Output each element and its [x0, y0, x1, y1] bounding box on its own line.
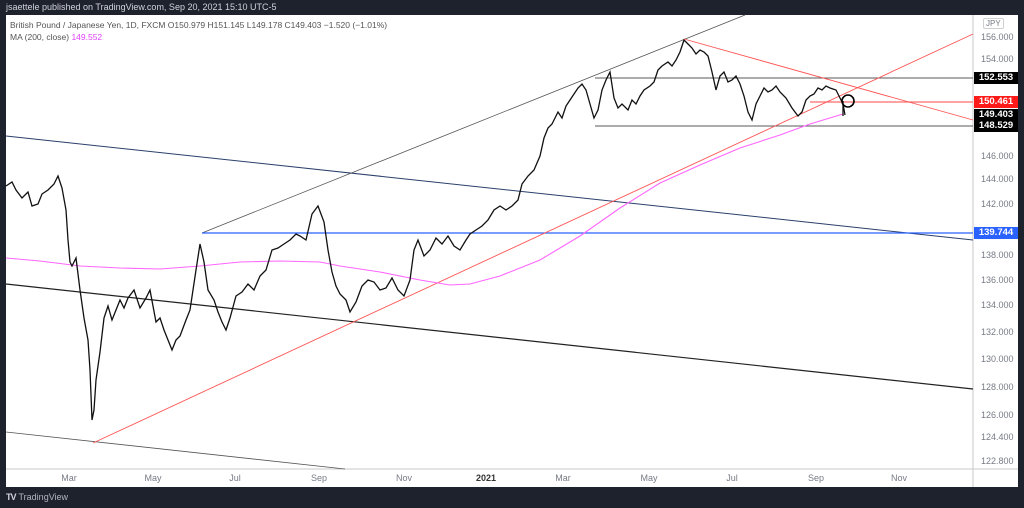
y-tick-label: 122.800 [981, 456, 1014, 466]
x-tick-label: Jul [726, 473, 738, 483]
ma-indicator[interactable]: MA (200, close) 149.552 [10, 31, 387, 43]
y-tick-label: 128.000 [981, 382, 1014, 392]
tradingview-logo-icon: TV [6, 492, 16, 502]
y-tick-label: 130.000 [981, 354, 1014, 364]
x-tick-label: Sep [807, 473, 825, 483]
y-tick-label: 132.000 [981, 327, 1014, 337]
symbol-info: British Pound / Japanese Yen, 1D, FXCM O… [10, 20, 388, 30]
channel-middle-black [5, 283, 974, 390]
y-tick-label: 146.000 [981, 151, 1014, 161]
red-rising-trendline [92, 33, 974, 444]
price-tag: 150.461 [974, 96, 1018, 108]
price-tag: 152.553 [974, 72, 1018, 84]
x-tick-label: Nov [395, 473, 413, 483]
ma-label: MA (200, close) [10, 32, 70, 42]
publish-info: jsaettele published on TradingView.com, … [6, 2, 277, 12]
footer-brand: TV TradingView [6, 492, 68, 502]
ma-value: 149.552 [71, 32, 103, 42]
price-line [5, 38, 846, 421]
rising-channel-upper [201, 14, 746, 234]
publish-header: jsaettele published on TradingView.com, … [0, 0, 1024, 15]
y-tick-label: 156.000 [981, 32, 1014, 42]
chart-legend: British Pound / Japanese Yen, 1D, FXCM O… [10, 19, 387, 43]
x-tick-label: Mar [61, 473, 77, 483]
y-tick-label: 144.000 [981, 174, 1014, 184]
y-tick-label: 136.000 [981, 275, 1014, 285]
x-tick-label: Nov [890, 473, 908, 483]
price-tag: 148.529 [974, 120, 1018, 132]
x-tick-label: Sep [310, 473, 328, 483]
x-tick-label: Mar [555, 473, 571, 483]
x-tick-label: May [144, 473, 162, 483]
currency-label: JPY [983, 18, 1004, 29]
x-tick-label: May [640, 473, 658, 483]
red-descending-trendline [683, 38, 974, 121]
y-tick-label: 126.000 [981, 410, 1014, 420]
y-tick-label: 134.000 [981, 300, 1014, 310]
channel-upper-navy [5, 135, 974, 241]
y-tick-label: 138.000 [981, 250, 1014, 260]
x-tick-label: Jul [229, 473, 241, 483]
chart-frame [6, 15, 1018, 487]
y-tick-label: 124.400 [981, 432, 1014, 442]
y-tick-label: 142.000 [981, 199, 1014, 209]
brand-name: TradingView [18, 492, 69, 502]
ma-200-line [5, 113, 844, 286]
channel-lower-grey [5, 431, 346, 470]
x-tick-label: 2021 [475, 473, 497, 483]
intersection-circle-marker [841, 94, 855, 108]
price-tag: 139.744 [974, 227, 1018, 239]
price-tag: 149.403 [974, 109, 1018, 121]
y-tick-label: 154.000 [981, 54, 1014, 64]
